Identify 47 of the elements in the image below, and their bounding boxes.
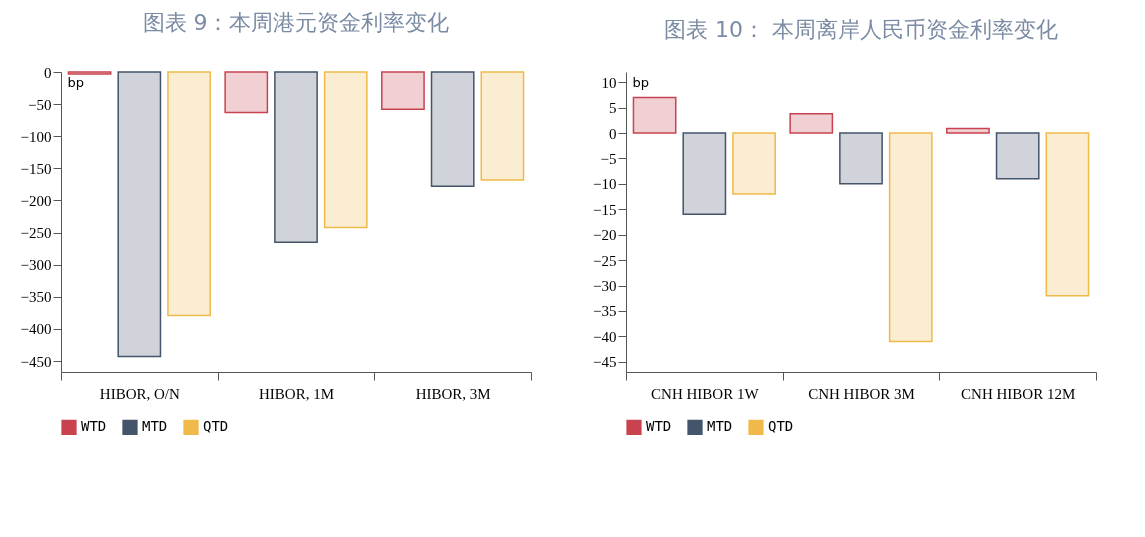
- y-tick-label: −100: [20, 128, 52, 145]
- y-tick-label: −15: [593, 201, 617, 218]
- y-tick-label: −30: [593, 278, 617, 295]
- x-tick-label: CNH HIBOR 3M: [808, 385, 915, 402]
- y-tick-label: −40: [593, 328, 617, 345]
- bar: [995, 132, 1040, 180]
- y-tick-label: −450: [20, 353, 52, 370]
- y-tick-label: 0: [44, 64, 52, 81]
- bar: [946, 127, 990, 134]
- y-axis-title: bp: [632, 74, 650, 90]
- y-tick-label: −25: [593, 252, 617, 269]
- y-tick-label: −350: [20, 289, 52, 306]
- y-axis-title: bp: [67, 74, 85, 90]
- y-tick-label: −20: [593, 227, 617, 244]
- y-tick-label: −400: [20, 321, 52, 338]
- y-tick-label: −35: [593, 303, 617, 320]
- y-tick-label: 5: [609, 100, 617, 117]
- bar: [839, 132, 883, 185]
- bar: [682, 132, 727, 216]
- chart-title: 图表 9：本周港元资金利率变化: [142, 10, 450, 35]
- y-tick-label: −200: [20, 192, 52, 209]
- bar: [632, 96, 677, 134]
- y-tick-label: 10: [601, 74, 617, 91]
- bar: [1045, 132, 1090, 297]
- y-tick-label: −250: [20, 225, 52, 242]
- bar: [789, 112, 834, 134]
- legend-label: MTD: [142, 418, 168, 435]
- x-tick-label: HIBOR, O/N: [99, 385, 180, 402]
- y-tick-label: −50: [28, 96, 52, 113]
- chart-title: 图表 10： 本周离岸人民币资金利率变化: [664, 17, 1058, 42]
- y-tick-label: −300: [20, 257, 52, 274]
- y-tick-label: −45: [593, 354, 617, 371]
- x-tick-label: HIBOR, 1M: [258, 385, 335, 402]
- legend-label: MTD: [707, 418, 733, 435]
- legend-label: WTD: [81, 418, 107, 435]
- bar: [888, 132, 933, 343]
- x-tick-label: HIBOR, 3M: [415, 385, 491, 402]
- x-tick-label: CNH HIBOR 1W: [651, 385, 760, 402]
- y-tick-label: −10: [593, 176, 617, 193]
- legend-label: QTD: [203, 418, 229, 435]
- legend-label: QTD: [768, 418, 794, 435]
- y-tick-label: 0: [609, 125, 617, 142]
- bar: [732, 132, 776, 195]
- y-tick-label: −5: [600, 150, 617, 167]
- x-tick-label: CNH HIBOR 12M: [961, 385, 1076, 402]
- legend-label: WTD: [646, 418, 672, 435]
- y-tick-label: −150: [20, 160, 52, 177]
